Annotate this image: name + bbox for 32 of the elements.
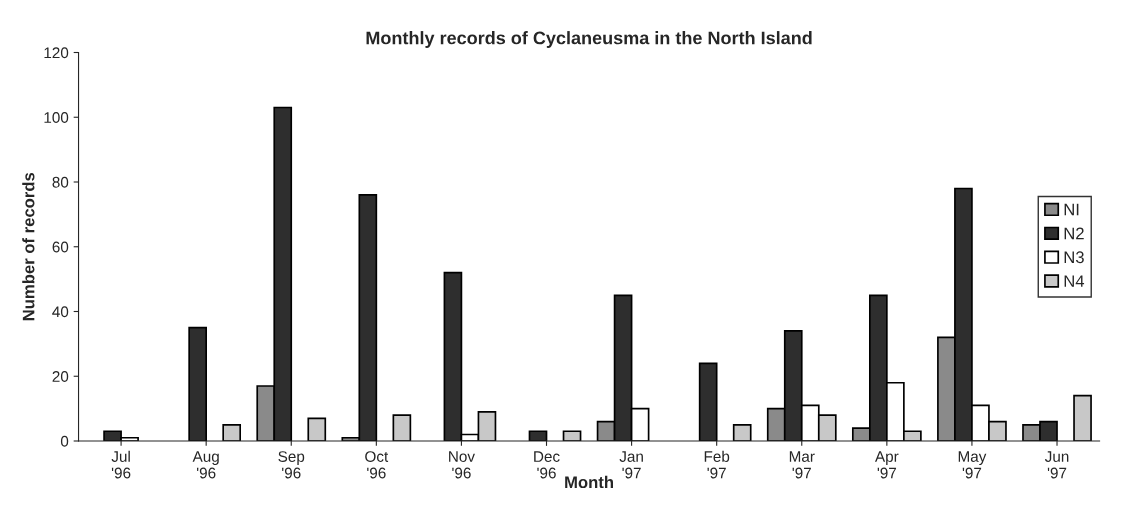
y-tick-label: 80 [52, 176, 69, 188]
x-tick-label: Apr '97 [874, 451, 899, 479]
bar [562, 430, 582, 441]
bar [1073, 394, 1092, 441]
bar [392, 414, 412, 441]
x-tick-label: Jan '97 [619, 451, 643, 479]
x-tick-label: Feb '97 [704, 450, 730, 479]
bar [732, 423, 752, 441]
legend-label: NI [1064, 203, 1079, 216]
x-tick-label: Jun '97 [1044, 451, 1069, 479]
y-tick-label: 100 [44, 112, 69, 123]
y-tick-label: 20 [52, 371, 69, 382]
y-tick-label: 60 [52, 241, 69, 253]
y-tick-label: 120 [44, 47, 69, 59]
x-tick-label: Aug '96 [192, 451, 219, 479]
x-tick-label: Mar '97 [789, 451, 815, 479]
y-tick-label: 0 [60, 435, 69, 447]
bar [222, 423, 242, 441]
bar [307, 417, 327, 441]
y-tick-label: 40 [52, 306, 69, 318]
legend-label: N4 [1064, 275, 1085, 287]
x-tick-label: Dec '96 [534, 451, 560, 479]
x-tick-label: Sep '96 [278, 451, 305, 479]
legend-label: N3 [1064, 251, 1084, 264]
x-tick-label: Oct '96 [365, 451, 389, 479]
x-tick-label: Nov '96 [449, 451, 475, 479]
chart-title: Monthly records of Cyclaneusma in the North Island [366, 31, 812, 48]
x-tick-label: Jul '96 [111, 450, 131, 479]
y-axis-title: Number of records [22, 172, 35, 321]
x-tick-label: May '97 [958, 451, 987, 479]
x-axis-title: Month [565, 475, 614, 489]
legend-label: N2 [1064, 227, 1084, 240]
